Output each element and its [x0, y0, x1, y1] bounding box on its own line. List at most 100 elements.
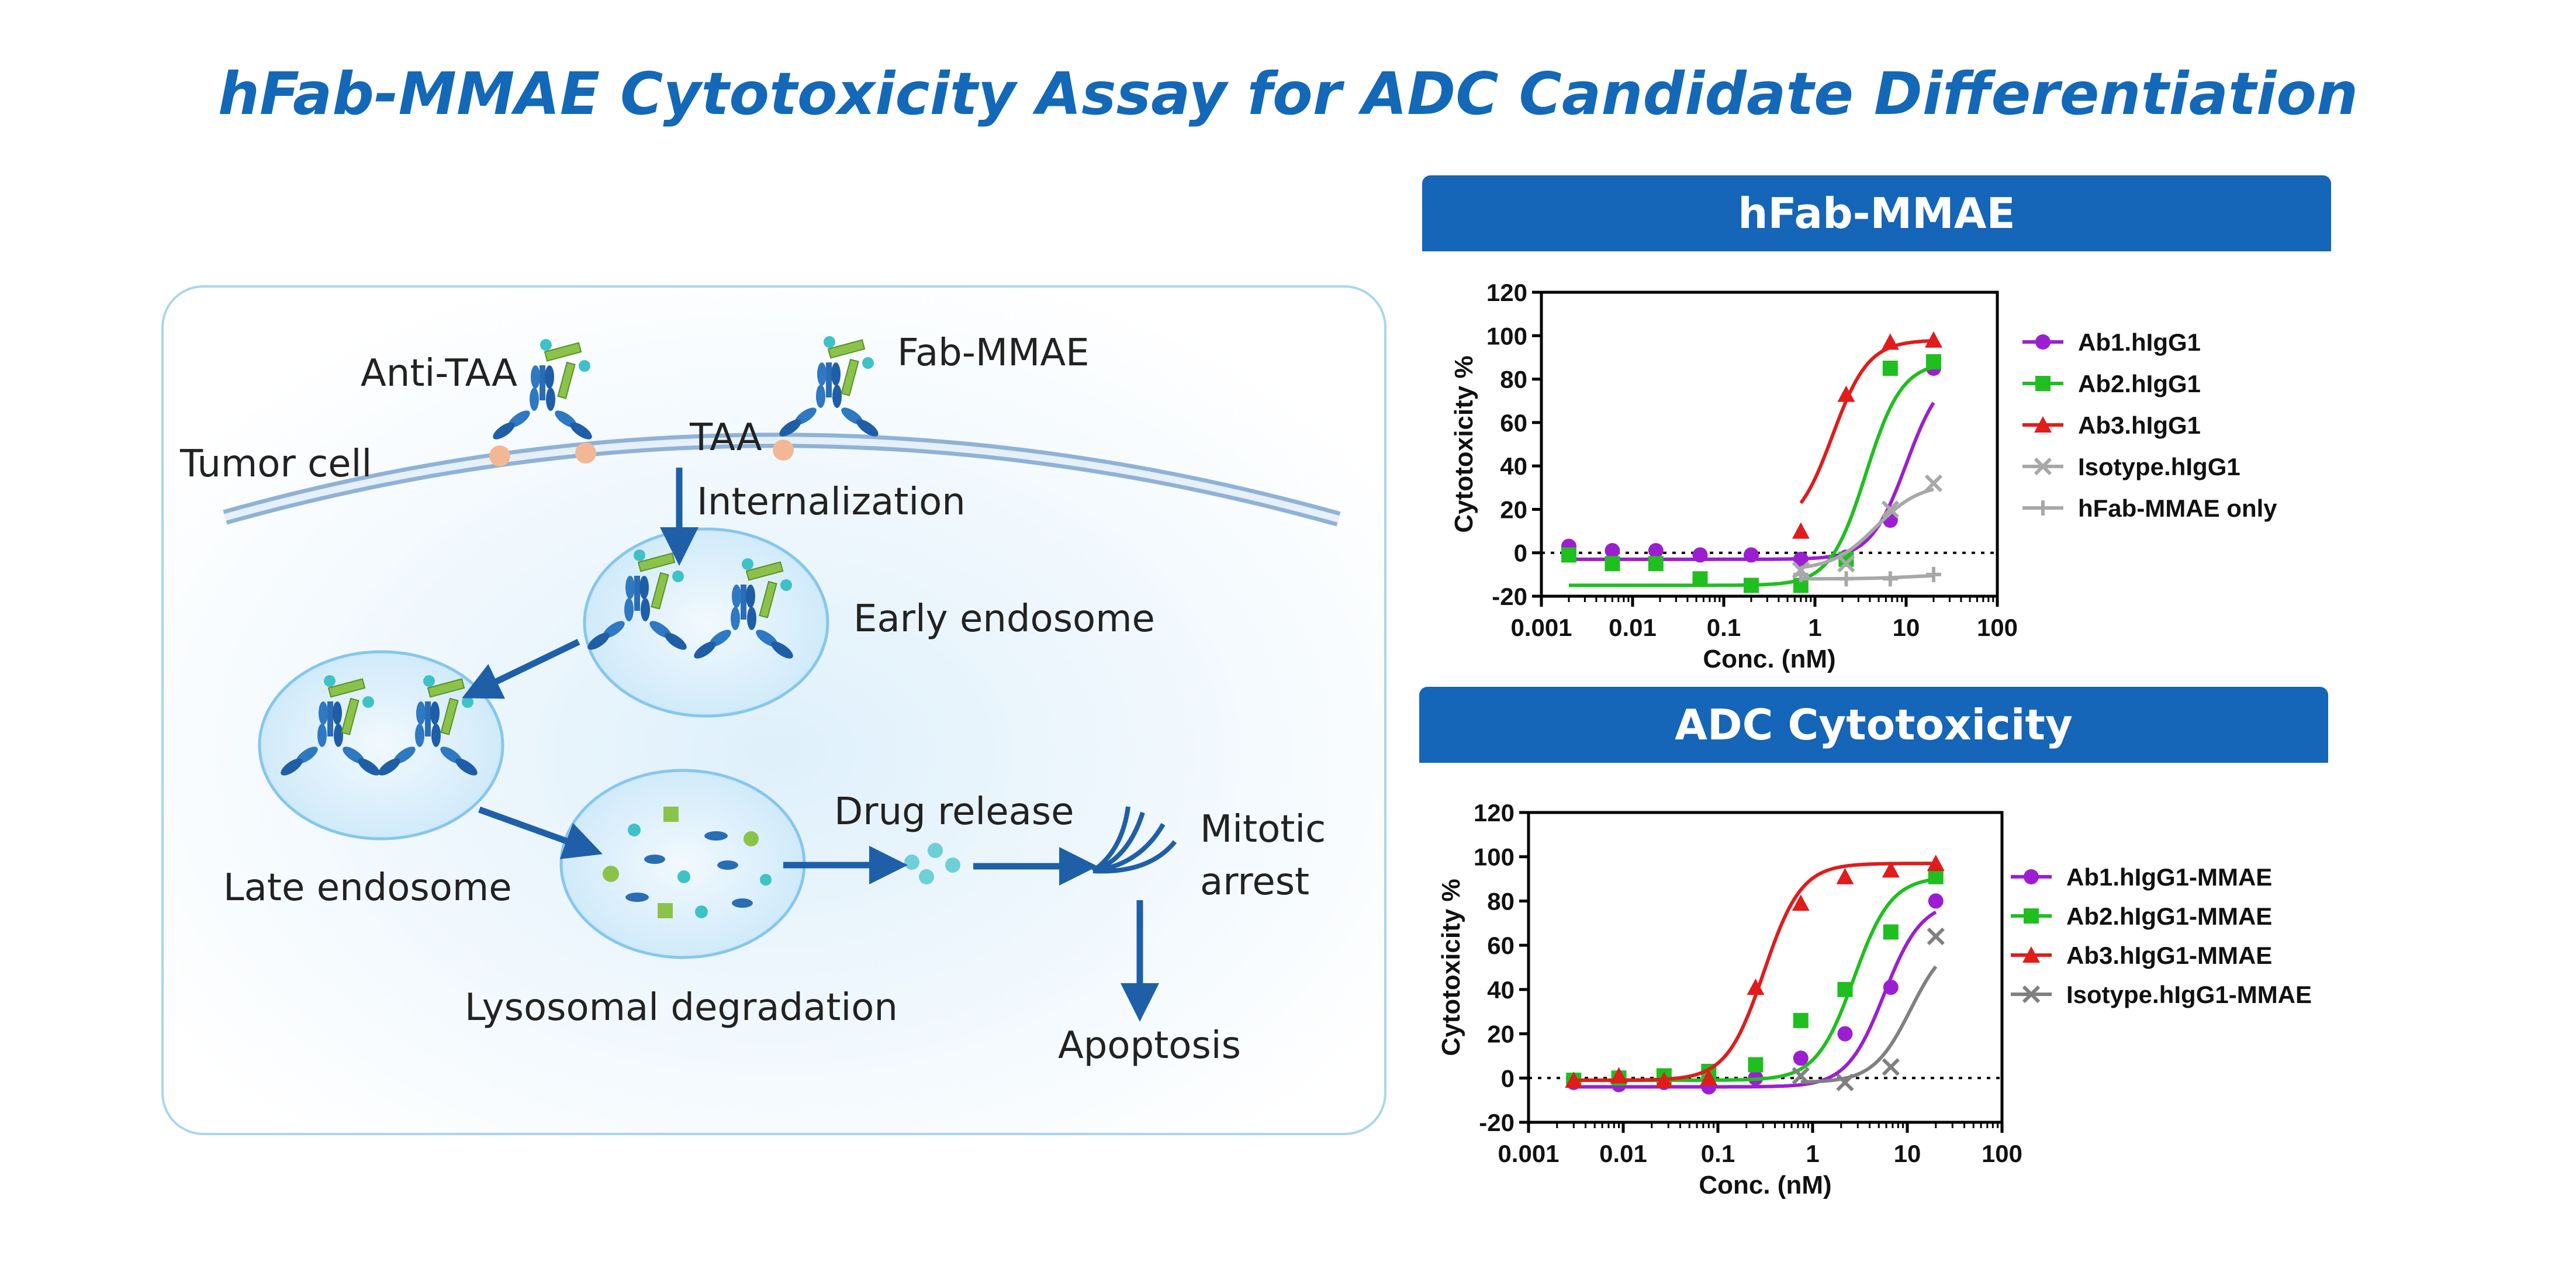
series-hfab-mmae-only: [1793, 566, 1941, 587]
series-ab1-higg1: [1561, 361, 1941, 567]
page-title: hFab-MMAE Cytotoxicity Assay for ADC Can…: [217, 60, 2359, 128]
data-point: [1927, 855, 1945, 872]
x-tick-label: 0.001: [1510, 614, 1572, 641]
fit-curve: [1800, 487, 1934, 569]
y-tick-label: 40: [1487, 976, 1515, 1004]
fit-curve: [1799, 338, 1934, 504]
y-axis-label: Cytotoxicity %: [1437, 879, 1465, 1056]
y-tick-label: 100: [1474, 843, 1515, 871]
data-point: [1882, 1058, 1900, 1076]
legend-label: Ab1.hIgG1-MMAE: [2066, 863, 2272, 891]
data-point: [1792, 522, 1810, 539]
data-point: [1883, 924, 1899, 940]
data-point: [1837, 555, 1855, 573]
legend-marker: [2034, 457, 2052, 476]
legend-marker: [2034, 416, 2052, 433]
label-late-endosome: Late endosome: [223, 866, 512, 910]
fit-curve: [1574, 910, 1937, 1089]
x-tick-label: 0.1: [1707, 614, 1741, 641]
label-early-endosome: Early endosome: [853, 597, 1155, 641]
legend-entry: Ab1.hIgG1: [2022, 329, 2201, 356]
x-tick-label: 10: [1893, 614, 1920, 641]
plot-frame: [1540, 291, 1999, 598]
data-point: [1743, 547, 1759, 563]
data-point: [1836, 1073, 1854, 1091]
legend-entry: Ab3.hIgG1-MMAE: [2011, 942, 2272, 969]
legend-label: Ab1.hIgG1: [2078, 329, 2201, 356]
data-point: [1882, 861, 1900, 878]
legend-entry: Isotype.hIgG1-MMAE: [2011, 981, 2312, 1008]
data-point: [1743, 578, 1759, 593]
label-fab-mmae: Fab-MMAE: [897, 331, 1090, 375]
series-ab2-higg1-mmae: [1566, 869, 1944, 1088]
y-tick-label: 20: [1487, 1021, 1515, 1048]
data-point: [1838, 571, 1854, 587]
legend-marker: [2024, 908, 2039, 924]
data-point: [1924, 474, 1943, 492]
data-point: [1793, 551, 1809, 567]
data-point: [1605, 543, 1620, 558]
y-tick-label: 80: [1500, 366, 1527, 393]
legend-entry: Isotype.hIgG1: [2022, 453, 2240, 480]
y-tick-label: -20: [1492, 583, 1527, 610]
data-point: [1648, 556, 1664, 572]
y-tick-label: 120: [1486, 279, 1527, 306]
legend-marker: [2024, 869, 2039, 884]
hfab-mmae-cytotoxicity-chart: -20 0 20 40 60 80 100 120 0.001 0.01 0.1 1 10 100 Conc…: [1450, 279, 2277, 673]
label-mitotic: Mitotic: [1200, 808, 1326, 851]
data-point: [1928, 893, 1944, 909]
data-point: [1605, 556, 1620, 572]
x-tick-label: 0.01: [1609, 614, 1657, 641]
legend-marker: [2022, 985, 2041, 1004]
legend-label: Ab2.hIgG1: [2078, 370, 2201, 397]
x-tick-label: 0.001: [1498, 1140, 1559, 1167]
legend-marker: [2022, 946, 2040, 963]
data-point: [1561, 547, 1576, 563]
data-point: [1793, 566, 1809, 582]
x-tick-label: 100: [1982, 1140, 2022, 1167]
y-tick-label: -20: [1479, 1109, 1515, 1136]
fit-curve: [1800, 573, 1934, 581]
data-point: [1836, 867, 1854, 884]
x-tick-label: 1: [1808, 614, 1821, 641]
label-tumor-cell: Tumor cell: [179, 442, 372, 486]
data-point: [1565, 1071, 1583, 1088]
data-point: [1793, 1050, 1809, 1066]
y-tick-label: 40: [1500, 452, 1527, 480]
series-isotype-higg1-mmae: [1792, 927, 1945, 1091]
fit-curve: [1574, 862, 1936, 1083]
label-internalization: Internalization: [697, 480, 966, 524]
adc-cytotoxicity-panel-header: ADC Cytotoxicity: [1419, 687, 2328, 763]
x-tick-label: 0.1: [1701, 1140, 1735, 1167]
label-apoptosis: Apoptosis: [1058, 1024, 1241, 1067]
series-isotype-higg1: [1792, 474, 1943, 579]
data-point: [1792, 894, 1810, 911]
y-tick-label: 0: [1514, 540, 1527, 567]
data-point: [1925, 566, 1941, 582]
y-tick-label: 100: [1486, 322, 1527, 350]
legend-entry: Ab3.hIgG1: [2022, 412, 2201, 439]
data-point: [1655, 1071, 1673, 1088]
adc-cytotoxicity-chart: -20 0 20 40 60 80 100 120 0.001 0.01 0.1 1 10 100 Conc…: [1437, 799, 2312, 1199]
y-tick-label: 120: [1474, 799, 1515, 827]
x-tick-label: 1: [1806, 1140, 1819, 1167]
data-point: [1927, 927, 1945, 946]
y-tick-label: 80: [1487, 887, 1515, 915]
data-point: [1837, 981, 1853, 997]
legend-label: hFab-MMAE only: [2078, 495, 2277, 522]
legend-entry: Ab2.hIgG1-MMAE: [2011, 903, 2272, 930]
data-point: [1928, 869, 1944, 884]
legend-label: Ab2.hIgG1-MMAE: [2066, 903, 2272, 930]
series-ab3-higg1: [1792, 331, 1942, 539]
fit-curve: [1800, 965, 1938, 1084]
series-ab3-higg1-mmae: [1565, 855, 1945, 1088]
data-point: [1793, 1012, 1809, 1028]
legend-entry: hFab-MMAE only: [2022, 495, 2277, 522]
legend-label: Ab3.hIgG1: [2078, 412, 2201, 439]
data-point: [1700, 1069, 1718, 1086]
series-ab2-higg1: [1561, 354, 1941, 593]
legend-entry: Ab1.hIgG1-MMAE: [2011, 863, 2272, 891]
legend-label: Ab3.hIgG1-MMAE: [2066, 942, 2272, 969]
plot-frame: [1527, 811, 2004, 1124]
